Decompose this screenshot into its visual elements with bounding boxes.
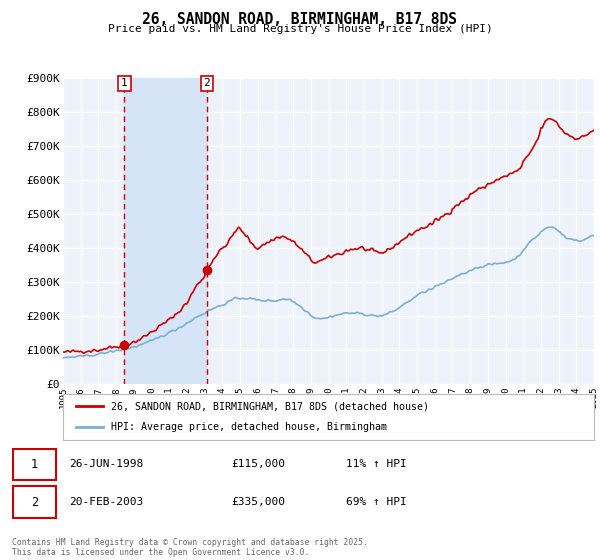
- Text: 26, SANDON ROAD, BIRMINGHAM, B17 8DS (detached house): 26, SANDON ROAD, BIRMINGHAM, B17 8DS (de…: [111, 401, 429, 411]
- Text: 2: 2: [203, 78, 210, 88]
- Text: 26, SANDON ROAD, BIRMINGHAM, B17 8DS: 26, SANDON ROAD, BIRMINGHAM, B17 8DS: [143, 12, 458, 27]
- Text: 26-JUN-1998: 26-JUN-1998: [70, 459, 144, 469]
- FancyBboxPatch shape: [13, 487, 56, 518]
- Text: £115,000: £115,000: [231, 459, 285, 469]
- Text: Contains HM Land Registry data © Crown copyright and database right 2025.
This d: Contains HM Land Registry data © Crown c…: [12, 538, 368, 557]
- Text: 2: 2: [31, 496, 38, 508]
- Bar: [124, 78, 207, 384]
- Text: 11% ↑ HPI: 11% ↑ HPI: [346, 459, 407, 469]
- Text: Price paid vs. HM Land Registry's House Price Index (HPI): Price paid vs. HM Land Registry's House …: [107, 24, 493, 34]
- Text: 69% ↑ HPI: 69% ↑ HPI: [346, 497, 407, 507]
- Text: 1: 1: [121, 78, 128, 88]
- Text: 20-FEB-2003: 20-FEB-2003: [70, 497, 144, 507]
- Text: £335,000: £335,000: [231, 497, 285, 507]
- Text: HPI: Average price, detached house, Birmingham: HPI: Average price, detached house, Birm…: [111, 422, 387, 432]
- Text: 1: 1: [31, 458, 38, 471]
- FancyBboxPatch shape: [13, 449, 56, 480]
